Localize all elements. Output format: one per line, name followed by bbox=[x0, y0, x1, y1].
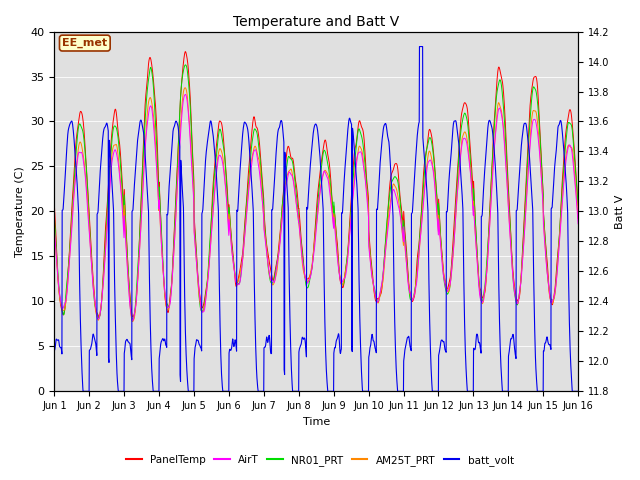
PanelTemp bbox=[343, 258, 351, 264]
AM25T_PRT bbox=[181, 85, 189, 91]
batt_volt bbox=[51, 348, 58, 354]
PanelTemp bbox=[529, 83, 536, 89]
Line: PanelTemp: PanelTemp bbox=[54, 52, 578, 317]
NR01_PRT bbox=[343, 255, 351, 261]
batt_volt bbox=[415, 44, 423, 49]
NR01_PRT bbox=[468, 191, 476, 196]
NR01_PRT bbox=[129, 317, 137, 323]
batt_volt bbox=[197, 345, 205, 350]
Line: AirT: AirT bbox=[54, 95, 578, 320]
AM25T_PRT bbox=[543, 264, 550, 270]
AM25T_PRT bbox=[468, 196, 476, 202]
NR01_PRT bbox=[332, 224, 339, 229]
AirT bbox=[332, 235, 339, 241]
Y-axis label: Batt V: Batt V bbox=[615, 194, 625, 228]
batt_volt bbox=[343, 141, 351, 146]
PanelTemp bbox=[51, 203, 58, 208]
AM25T_PRT bbox=[332, 228, 339, 234]
AM25T_PRT bbox=[574, 216, 582, 221]
NR01_PRT bbox=[197, 307, 205, 313]
AM25T_PRT bbox=[529, 111, 536, 117]
AM25T_PRT bbox=[197, 304, 205, 310]
batt_volt bbox=[332, 345, 339, 350]
NR01_PRT bbox=[529, 90, 536, 96]
AM25T_PRT bbox=[129, 319, 136, 324]
AirT bbox=[197, 305, 205, 311]
Line: batt_volt: batt_volt bbox=[54, 47, 578, 391]
NR01_PRT bbox=[182, 62, 189, 68]
Title: Temperature and Batt V: Temperature and Batt V bbox=[233, 15, 399, 29]
PanelTemp bbox=[182, 49, 189, 55]
Y-axis label: Temperature (C): Temperature (C) bbox=[15, 166, 25, 257]
PanelTemp bbox=[574, 203, 582, 208]
batt_volt bbox=[468, 388, 476, 394]
AirT bbox=[51, 227, 58, 233]
NR01_PRT bbox=[574, 202, 582, 208]
AirT bbox=[529, 121, 536, 127]
AirT bbox=[543, 266, 550, 272]
AM25T_PRT bbox=[343, 261, 351, 267]
PanelTemp bbox=[95, 314, 103, 320]
AirT bbox=[182, 92, 189, 97]
batt_volt bbox=[574, 388, 582, 394]
PanelTemp bbox=[332, 222, 339, 228]
Line: NR01_PRT: NR01_PRT bbox=[54, 65, 578, 320]
AirT bbox=[129, 317, 136, 323]
AM25T_PRT bbox=[51, 226, 58, 232]
batt_volt bbox=[543, 334, 550, 340]
Text: EE_met: EE_met bbox=[62, 38, 108, 48]
X-axis label: Time: Time bbox=[303, 417, 330, 427]
PanelTemp bbox=[468, 179, 476, 185]
AirT bbox=[468, 201, 476, 206]
batt_volt bbox=[79, 388, 87, 394]
PanelTemp bbox=[197, 299, 205, 305]
Legend: PanelTemp, AirT, NR01_PRT, AM25T_PRT, batt_volt: PanelTemp, AirT, NR01_PRT, AM25T_PRT, ba… bbox=[122, 451, 518, 470]
Line: AM25T_PRT: AM25T_PRT bbox=[54, 88, 578, 322]
AirT bbox=[343, 264, 351, 269]
PanelTemp bbox=[543, 254, 550, 260]
NR01_PRT bbox=[543, 264, 550, 270]
AirT bbox=[574, 221, 582, 227]
batt_volt bbox=[529, 199, 536, 204]
NR01_PRT bbox=[51, 215, 58, 220]
